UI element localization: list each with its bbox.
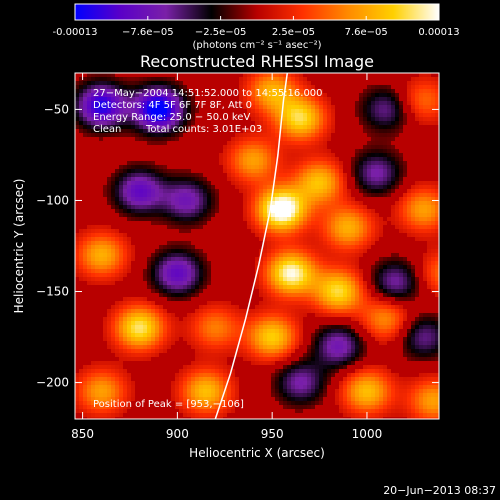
x-tick-label: 900 [166,427,189,441]
colorbar-tick-label: 0.00013 [418,27,459,38]
axis-ticks: 850 900 950 1000 −50 −100 −150 −200 [36,73,439,441]
footer-timestamp: 20−Jun−2013 08:37 [383,484,496,497]
y-axis-label: Heliocentric Y (arcsec) [12,179,26,314]
heatmap-layer [75,73,439,419]
annotation-time: 27−May−2004 14:51:52.000 to 14:55:16.000 [93,88,323,99]
y-tick-label: −50 [44,102,69,116]
colorbar-unit-label: (photons cm⁻² s⁻¹ asec⁻²) [192,40,321,51]
annotation-total-counts: Total counts: 3.01E+03 [145,124,262,135]
chart-title: Reconstructed RHESSI Image [140,52,374,71]
colorbar-tick-label: 2.5e−05 [272,27,315,38]
colorbar-tick-label: −2.5e−05 [195,27,247,38]
annotation-detectors: Detectors: 4F 5F 6F 7F 8F, Att 0 [93,100,252,111]
colorbar-tick-label: -0.00013 [53,27,98,38]
colorbar-tick-label: −7.6e−05 [122,27,174,38]
x-tick-label: 850 [71,427,94,441]
x-tick-label: 950 [261,427,284,441]
plot-frame [74,72,440,420]
x-tick-label: 1000 [352,427,383,441]
y-tick-label: −200 [36,376,69,390]
x-axis-label: Heliocentric X (arcsec) [189,446,325,460]
colorbar-ticks: -0.00013 −7.6e−05 −2.5e−05 2.5e−05 7.6e−05 0.… [53,16,460,38]
annotation-energy: Energy Range: 25.0 − 50.0 keV [93,112,250,123]
y-tick-label: −100 [36,193,69,207]
annotation-block: 27−May−2004 14:51:52.000 to 14:55:16.000… [93,88,323,410]
solar-limb-curve [214,73,289,419]
colorbar-tick-label: 7.6e−05 [345,27,388,38]
colorbar: -0.00013 −7.6e−05 −2.5e−05 2.5e−05 7.6e−05 0.… [53,3,460,51]
peak-position-label: Position of Peak = [953,−106] [93,399,244,410]
colorbar-gradient [74,3,440,21]
y-tick-label: −150 [36,285,69,299]
annotation-clean: Clean [93,124,121,135]
plot-area: 850 900 950 1000 −50 −100 −150 −200 [36,72,440,441]
